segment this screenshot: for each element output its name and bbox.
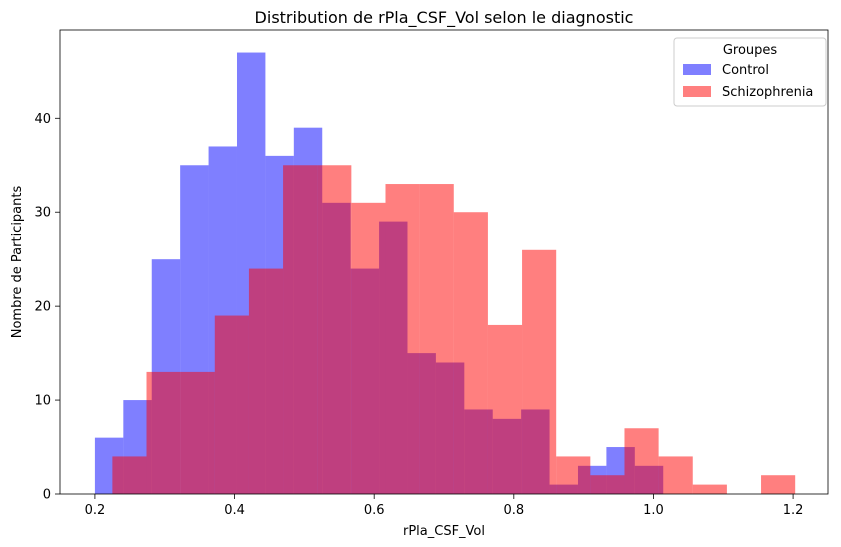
y-tick-label: 20	[34, 300, 51, 315]
histogram-bar	[180, 371, 215, 494]
histogram-bar	[385, 184, 420, 495]
x-tick-label: 1.0	[643, 503, 664, 518]
histogram-bar	[248, 268, 284, 494]
x-tick-label: 0.2	[85, 503, 106, 518]
x-axis-ticks: 0.2 0.4 0.6 0.8 1.0 1.2	[85, 494, 804, 518]
histogram-bar	[317, 165, 352, 494]
y-axis-label: Nombre de Participants	[10, 186, 25, 339]
histogram-bar	[214, 315, 249, 494]
y-tick-label: 0	[43, 488, 51, 503]
histogram-bar	[761, 475, 796, 494]
legend-entries: Control Schizophrenia	[683, 63, 813, 100]
histogram-bar	[522, 249, 557, 494]
legend: Groupes Control Schizophrenia	[673, 37, 827, 107]
histogram-bar	[419, 184, 454, 495]
y-tick-label: 10	[34, 394, 51, 409]
chart-title: Distribution de rPla_CSF_Vol selon le di…	[255, 8, 634, 28]
y-tick-label: 40	[34, 112, 51, 127]
histogram-bar	[146, 371, 181, 494]
legend-swatch	[683, 64, 711, 75]
histogram-bar	[658, 456, 693, 494]
histogram-bar	[692, 484, 727, 494]
legend-swatch	[683, 86, 711, 97]
plot-frame	[59, 29, 829, 495]
histogram-bar	[556, 456, 591, 494]
histogram-bar	[590, 475, 625, 494]
x-tick-label: 0.4	[224, 503, 245, 518]
bars-layer	[94, 52, 796, 495]
histogram-bar	[453, 212, 488, 494]
histogram-bar	[624, 428, 659, 494]
legend-box	[673, 37, 827, 107]
histogram-bar	[351, 202, 386, 494]
x-tick-label: 0.6	[364, 503, 385, 518]
series-schizophrenia	[112, 165, 796, 495]
legend-title: Groupes	[723, 43, 778, 58]
histogram-bar	[487, 324, 523, 494]
x-tick-label: 1.2	[783, 503, 804, 518]
legend-label: Schizophrenia	[722, 85, 813, 100]
x-axis-label: rPla_CSF_Vol	[403, 524, 485, 539]
y-axis-ticks: 0 10 20 30 40	[34, 112, 60, 503]
histogram-bar	[112, 456, 147, 494]
legend-label: Control	[722, 63, 769, 78]
x-tick-label: 0.8	[503, 503, 524, 518]
histogram-bar	[283, 165, 318, 494]
y-tick-label: 30	[34, 206, 51, 221]
